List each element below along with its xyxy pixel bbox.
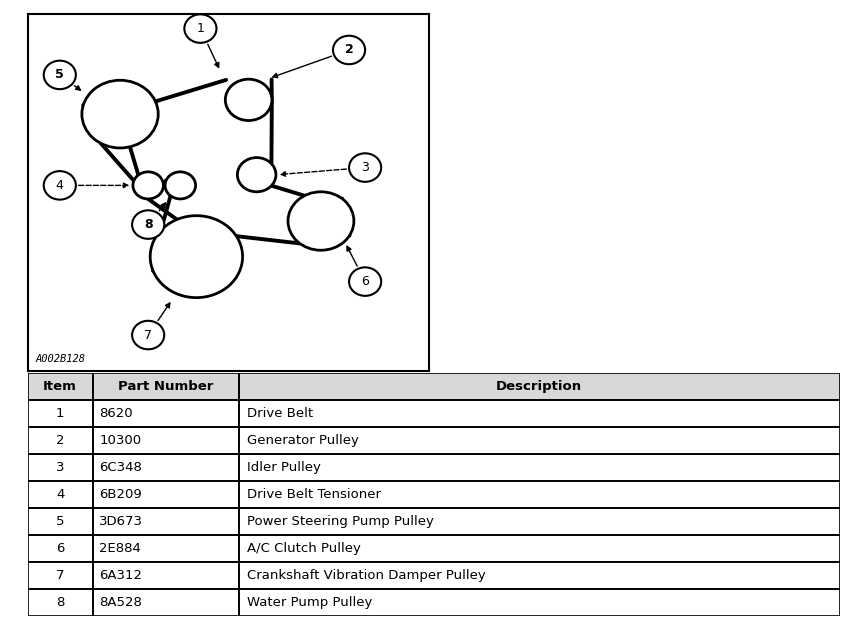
Bar <box>238 454 840 480</box>
Bar <box>28 399 92 427</box>
Circle shape <box>150 216 243 298</box>
Circle shape <box>349 153 381 182</box>
Text: 1: 1 <box>196 22 205 35</box>
Bar <box>92 373 238 399</box>
Bar <box>238 589 840 616</box>
Circle shape <box>133 172 163 199</box>
Text: 2E884: 2E884 <box>99 541 141 554</box>
Circle shape <box>238 158 276 192</box>
Text: 4: 4 <box>56 488 64 500</box>
Bar <box>92 427 238 454</box>
Circle shape <box>132 211 164 239</box>
Text: 8620: 8620 <box>99 407 133 419</box>
Bar <box>28 561 92 589</box>
Text: 8: 8 <box>144 218 152 231</box>
Text: 5: 5 <box>55 69 64 82</box>
Circle shape <box>349 267 381 296</box>
Text: 3: 3 <box>56 460 65 473</box>
Text: 6: 6 <box>56 541 64 554</box>
Text: 1: 1 <box>56 407 65 419</box>
Text: A002B128: A002B128 <box>35 354 86 364</box>
Text: 8A528: 8A528 <box>99 596 142 609</box>
Text: Idler Pulley: Idler Pulley <box>247 460 321 473</box>
Bar <box>92 399 238 427</box>
Text: 7: 7 <box>144 328 152 341</box>
Text: 3D673: 3D673 <box>99 515 143 528</box>
Text: 6: 6 <box>361 275 369 288</box>
Bar <box>28 454 92 480</box>
Bar <box>28 589 92 616</box>
Text: 7: 7 <box>56 569 65 581</box>
Text: 5: 5 <box>56 515 65 528</box>
Text: Description: Description <box>496 379 582 392</box>
Bar <box>92 589 238 616</box>
Bar <box>28 535 92 561</box>
Text: 8: 8 <box>56 596 64 609</box>
Text: 4: 4 <box>56 179 64 192</box>
Text: Power Steering Pump Pulley: Power Steering Pump Pulley <box>247 515 434 528</box>
Text: Drive Belt: Drive Belt <box>247 407 313 419</box>
Text: 6C348: 6C348 <box>99 460 142 473</box>
Circle shape <box>132 321 164 350</box>
Text: Item: Item <box>43 379 77 392</box>
Bar <box>238 508 840 535</box>
Text: Water Pump Pulley: Water Pump Pulley <box>247 596 372 609</box>
Bar <box>92 535 238 561</box>
Circle shape <box>165 172 195 199</box>
Bar <box>92 480 238 508</box>
Bar <box>28 373 840 399</box>
Text: 6A312: 6A312 <box>99 569 142 581</box>
Bar <box>92 508 238 535</box>
Bar <box>28 480 92 508</box>
Bar <box>238 427 840 454</box>
Text: 3: 3 <box>361 161 369 174</box>
Circle shape <box>226 79 272 120</box>
Text: 2: 2 <box>345 44 353 57</box>
Bar <box>28 373 92 399</box>
Text: Crankshaft Vibration Damper Pulley: Crankshaft Vibration Damper Pulley <box>247 569 486 581</box>
Circle shape <box>184 14 217 43</box>
Text: Part Number: Part Number <box>118 379 213 392</box>
Text: A/C Clutch Pulley: A/C Clutch Pulley <box>247 541 361 554</box>
Bar <box>92 561 238 589</box>
Text: 2: 2 <box>56 434 65 447</box>
Bar <box>238 480 840 508</box>
Text: Drive Belt Tensioner: Drive Belt Tensioner <box>247 488 381 500</box>
Text: Generator Pulley: Generator Pulley <box>247 434 359 447</box>
Bar <box>28 427 92 454</box>
Circle shape <box>44 171 76 199</box>
Bar <box>238 561 840 589</box>
Circle shape <box>44 60 76 89</box>
Bar <box>238 399 840 427</box>
Circle shape <box>82 80 158 148</box>
Bar <box>28 508 92 535</box>
Bar <box>92 454 238 480</box>
Text: 6B209: 6B209 <box>99 488 142 500</box>
Text: 10300: 10300 <box>99 434 141 447</box>
Circle shape <box>333 36 365 64</box>
Bar <box>238 373 840 399</box>
Circle shape <box>288 192 354 250</box>
Bar <box>238 535 840 561</box>
